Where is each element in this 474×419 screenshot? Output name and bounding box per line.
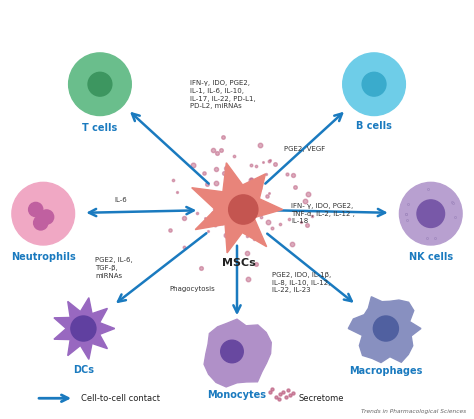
Text: NK cells: NK cells [409, 252, 453, 262]
Ellipse shape [400, 182, 462, 245]
Text: Neutrophils: Neutrophils [11, 252, 76, 262]
Ellipse shape [362, 72, 386, 96]
Ellipse shape [343, 53, 405, 116]
Text: Macrophages: Macrophages [349, 366, 422, 376]
Ellipse shape [88, 72, 112, 96]
Polygon shape [204, 319, 271, 387]
Text: PGE2, IDO, IL-1β,
IL-8, IL-10, IL-12,
IL-22, IL-23: PGE2, IDO, IL-1β, IL-8, IL-10, IL-12, IL… [273, 272, 332, 293]
Ellipse shape [39, 210, 54, 224]
Text: Phagocytosis: Phagocytosis [169, 286, 215, 292]
Text: IFN- γ, IDO, PGE2,
TNF-α, IL-2, IL-12 ,
IL-18: IFN- γ, IDO, PGE2, TNF-α, IL-2, IL-12 , … [292, 203, 355, 225]
Text: Trends in Pharmacological Sciences: Trends in Pharmacological Sciences [361, 409, 466, 414]
Text: Monocytes: Monocytes [208, 391, 266, 400]
Text: IFN-γ, IDO, PGE2,
IL-1, IL-6, IL-10,
IL-17, IL-22, PD-L1,
PD-L2, miRNAs: IFN-γ, IDO, PGE2, IL-1, IL-6, IL-10, IL-… [190, 80, 255, 109]
Ellipse shape [34, 216, 48, 230]
Text: Cell-to-cell contact: Cell-to-cell contact [81, 394, 160, 403]
Text: MSCs: MSCs [222, 258, 256, 267]
Ellipse shape [71, 316, 96, 341]
Ellipse shape [228, 195, 258, 224]
Ellipse shape [69, 53, 131, 116]
Text: IL-6: IL-6 [115, 197, 128, 203]
Polygon shape [191, 163, 283, 253]
Ellipse shape [417, 200, 445, 228]
Polygon shape [54, 297, 115, 360]
Text: Secretome: Secretome [299, 394, 344, 403]
Text: PGE2, IL-6,
TGF-β,
miRNAs: PGE2, IL-6, TGF-β, miRNAs [95, 257, 133, 279]
Text: T cells: T cells [82, 123, 118, 133]
Text: DCs: DCs [73, 365, 94, 375]
Ellipse shape [12, 182, 74, 245]
Text: PGE2, VEGF: PGE2, VEGF [284, 146, 326, 152]
Ellipse shape [221, 340, 243, 363]
Text: B cells: B cells [356, 121, 392, 131]
Ellipse shape [28, 202, 43, 217]
Ellipse shape [374, 316, 399, 341]
Polygon shape [348, 297, 421, 362]
